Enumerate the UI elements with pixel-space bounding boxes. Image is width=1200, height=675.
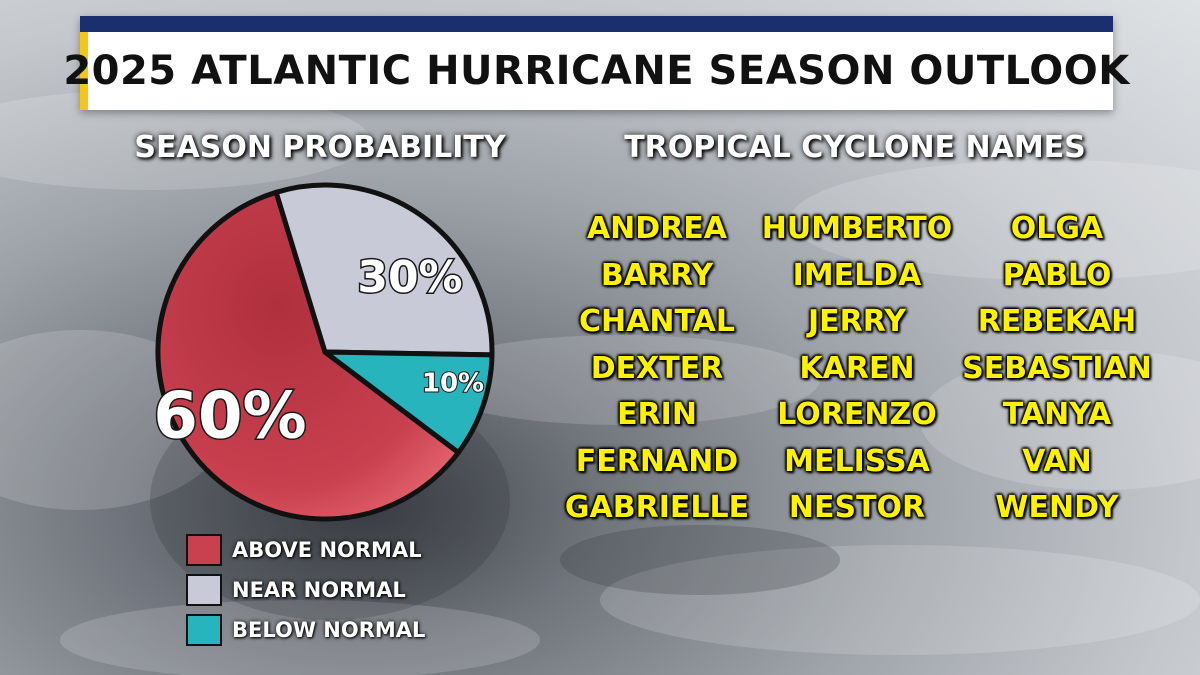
pie-data-label-near-normal: 30%: [357, 252, 462, 303]
cyclone-name: GABRIELLE: [564, 490, 750, 525]
names-column: HUMBERTO IMELDA JERRY KAREN LORENZO MELI…: [757, 206, 957, 532]
cyclone-name: PABLO: [1002, 257, 1112, 293]
pie-slice-below-normal: [322, 349, 495, 456]
legend-swatch-below-normal: [186, 614, 222, 646]
cyclone-name: VAN: [1022, 443, 1092, 479]
cyclone-name: IMELDA: [792, 257, 922, 293]
cyclone-name: NESTOR: [788, 490, 926, 525]
cyclone-name: BARRY: [600, 257, 714, 293]
pie-slice-near-normal: [273, 182, 495, 358]
legend-item-near-normal: NEAR NORMAL: [186, 570, 425, 610]
names-heading: TROPICAL CYCLONE NAMES: [624, 130, 1086, 165]
cyclone-name: WENDY: [995, 490, 1119, 525]
names-column: ANDREA BARRY CHANTAL DEXTER ERIN FERNAND…: [557, 206, 757, 532]
cyclone-name: MELISSA: [784, 443, 930, 479]
cyclone-name: DEXTER: [590, 350, 724, 386]
cyclone-name: OLGA: [1010, 211, 1104, 246]
cyclone-name: JERRY: [808, 304, 906, 339]
pie-legend: ABOVE NORMAL NEAR NORMAL BELOW NORMAL: [186, 530, 425, 650]
cyclone-name: LORENZO: [777, 397, 937, 432]
cyclone-name: SEBASTIAN: [962, 350, 1152, 386]
pie-data-label-below-normal: 10%: [422, 369, 484, 399]
pie-data-label-above-normal: 60%: [153, 380, 306, 454]
cyclone-names-grid: ANDREA BARRY CHANTAL DEXTER ERIN FERNAND…: [557, 206, 1167, 532]
cyclone-name: FERNAND: [575, 443, 739, 479]
legend-swatch-above-normal: [186, 534, 222, 566]
legend-swatch-near-normal: [186, 574, 222, 606]
legend-item-below-normal: BELOW NORMAL: [186, 610, 425, 650]
title-top-band: [80, 16, 1113, 32]
page-title: 2025 ATLANTIC HURRICANE SEASON OUTLOOK: [63, 48, 1130, 94]
cyclone-name: ANDREA: [586, 211, 728, 246]
cyclone-name: ERIN: [617, 397, 697, 432]
season-probability-pie-chart: 60% 30% 10%: [152, 182, 495, 522]
names-column: OLGA PABLO REBEKAH SEBASTIAN TANYA VAN W…: [957, 206, 1157, 532]
title-accent-bar: [80, 32, 88, 110]
cyclone-name: HUMBERTO: [761, 211, 953, 246]
cyclone-name: REBEKAH: [977, 304, 1137, 339]
legend-label: ABOVE NORMAL: [232, 538, 422, 562]
legend-label: NEAR NORMAL: [232, 578, 406, 602]
cyclone-name: TANYA: [1002, 397, 1112, 432]
legend-label: BELOW NORMAL: [232, 618, 426, 642]
cyclone-name: KAREN: [799, 350, 915, 386]
probability-heading: SEASON PROBABILITY: [134, 130, 506, 165]
title-banner: 2025 ATLANTIC HURRICANE SEASON OUTLOOK: [63, 16, 1130, 110]
cyclone-name: CHANTAL: [579, 304, 735, 339]
pie-slice-above-normal: [155, 189, 461, 522]
legend-item-above-normal: ABOVE NORMAL: [186, 530, 425, 570]
